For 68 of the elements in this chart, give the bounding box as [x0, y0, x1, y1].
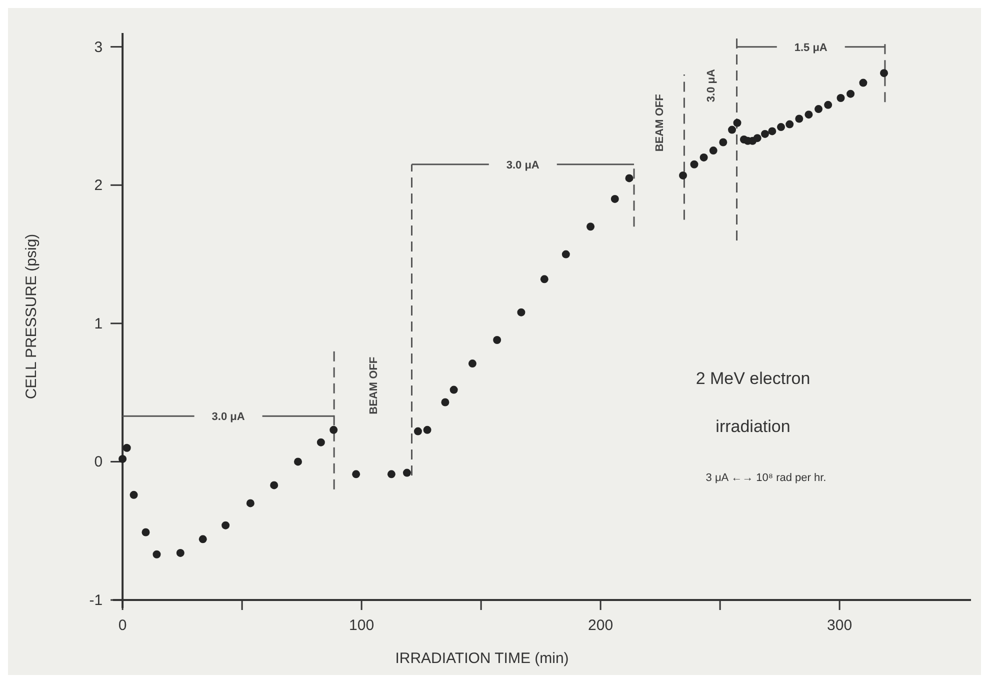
annotation: 3.0 μA	[212, 411, 245, 424]
point	[493, 336, 502, 344]
y-tick-label: 0	[94, 454, 103, 471]
annotation: 1.5 μA	[794, 42, 828, 54]
point	[387, 470, 396, 478]
point	[859, 78, 868, 87]
point	[414, 427, 422, 436]
y-tick-label: -1	[89, 592, 103, 609]
point	[152, 550, 161, 558]
point	[733, 118, 742, 127]
point	[700, 153, 708, 162]
point	[130, 490, 138, 499]
point	[709, 146, 718, 155]
point	[423, 426, 432, 434]
point	[352, 470, 360, 478]
point	[836, 94, 845, 102]
point	[222, 521, 230, 530]
point	[880, 69, 888, 78]
x-tick-label: 100	[349, 617, 374, 634]
point	[690, 160, 698, 168]
point	[562, 250, 570, 258]
point	[768, 127, 776, 136]
y-tick-label: 1	[94, 315, 103, 332]
point	[330, 426, 338, 434]
point	[246, 499, 254, 508]
point	[804, 110, 813, 119]
point	[270, 481, 278, 490]
point	[450, 386, 458, 394]
point	[795, 114, 804, 123]
point	[586, 222, 595, 231]
point	[122, 444, 131, 452]
point	[625, 174, 634, 182]
y-tick-label: 3	[94, 38, 103, 56]
point	[316, 438, 325, 446]
annotation: 3 μA ←→ 10⁸ rad per hr.	[706, 472, 826, 484]
annotation: 3.0 μA	[705, 68, 718, 102]
x-tick-label: 0	[118, 617, 127, 634]
annotation: BEAM OFF	[654, 94, 666, 152]
point	[441, 398, 450, 406]
annotation: 2 MeV electron	[696, 369, 810, 388]
annotation: irradiation	[716, 417, 790, 436]
point	[846, 90, 855, 98]
point	[142, 528, 150, 536]
point	[814, 105, 823, 114]
x-tick-label: 300	[827, 617, 852, 634]
point	[402, 468, 411, 477]
point	[118, 454, 127, 463]
point	[198, 535, 207, 544]
point	[517, 308, 526, 316]
point	[786, 120, 794, 128]
point	[294, 458, 302, 466]
point	[176, 548, 184, 557]
point	[610, 194, 619, 203]
x-axis-title: IRRADIATION TIME (min)	[395, 650, 569, 667]
point	[728, 126, 736, 134]
y-tick-label: 2	[94, 177, 103, 194]
point	[776, 123, 785, 132]
annotation: BEAM OFF	[368, 356, 380, 414]
annotation: 3.0 μA	[506, 159, 540, 172]
point	[679, 171, 688, 180]
point	[760, 130, 769, 138]
y-axis-title: CELL PRESSURE (psig)	[23, 234, 40, 400]
point	[719, 138, 728, 146]
point	[753, 134, 762, 142]
point	[824, 100, 832, 109]
point	[540, 275, 548, 284]
x-tick-label: 200	[588, 617, 614, 634]
point	[468, 360, 476, 368]
